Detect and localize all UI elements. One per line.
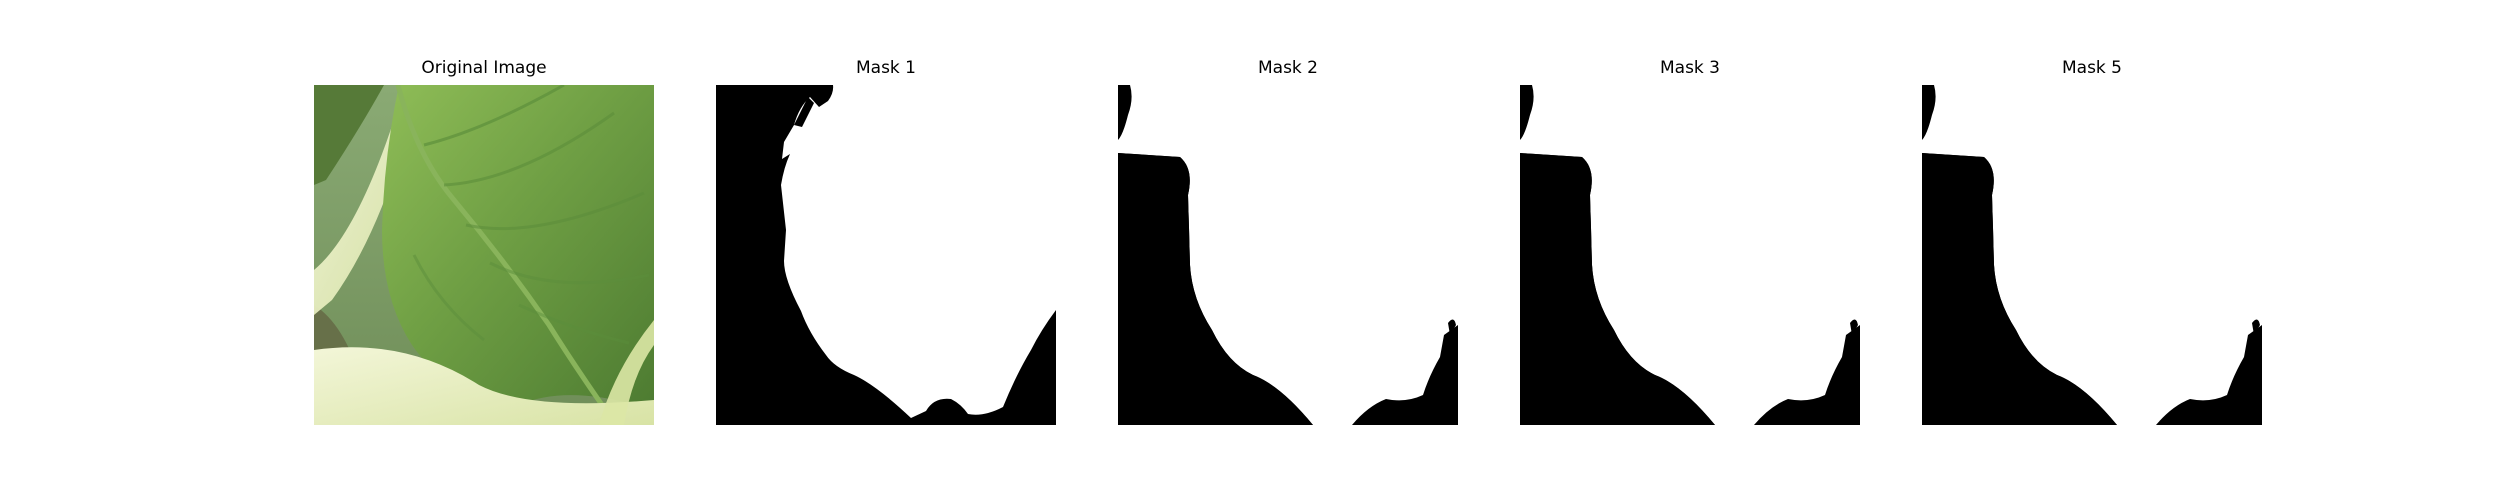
mask-1-image — [716, 85, 1056, 425]
mask-2-right-fragment — [1448, 319, 1456, 335]
mask-2-top-left-notch — [1118, 85, 1132, 140]
mask-2-lower-dark-region — [1118, 153, 1313, 425]
mask-5-top-left-notch — [1922, 85, 1936, 140]
original-image-panel: Original Image — [314, 0, 654, 500]
background-leaf-shape — [314, 85, 384, 185]
mask-3-panel: Mask 3 — [1520, 0, 1860, 500]
leaf-midrib — [395, 85, 612, 418]
mask-5-panel: Mask 5 — [1922, 0, 2262, 500]
mask-2-panel: Mask 2 — [1118, 0, 1458, 500]
mask-5-lower-dark-region — [1922, 153, 2117, 425]
mask-1-leaf-region — [781, 85, 1056, 418]
panel-title-original-image: Original Image — [421, 58, 547, 78]
right-stem — [599, 320, 654, 425]
mask-3-top-left-notch — [1520, 85, 1534, 140]
mask-3-image — [1520, 85, 1860, 425]
panel-title-mask-2: Mask 2 — [1257, 58, 1318, 78]
leaf-vein-6 — [412, 254, 485, 342]
mask-5-image — [1922, 85, 2262, 425]
mask-1-panel: Mask 1 — [716, 0, 1056, 500]
panel-title-mask-3: Mask 3 — [1659, 58, 1720, 78]
leaf-vein-5 — [518, 303, 630, 345]
mask-3-lower-dark-region — [1520, 153, 1715, 425]
leaf-vein-4 — [489, 261, 650, 285]
panel-title-mask-1: Mask 1 — [855, 58, 916, 78]
background-stalk — [314, 120, 409, 315]
mask-1-upper-notch — [794, 97, 814, 127]
mask-3-leaf-region — [1520, 85, 1860, 425]
mask-5-right-fragment — [2252, 319, 2260, 335]
mask-1-bottom-speck — [960, 416, 976, 421]
main-leaf — [382, 85, 654, 410]
leaf-vein-1 — [423, 85, 565, 147]
original-leaf-photo — [314, 85, 654, 425]
leaf-vein-3 — [465, 191, 645, 231]
panel-title-mask-5: Mask 5 — [2061, 58, 2122, 78]
mask-5-leaf-region — [1922, 85, 2262, 425]
mask-3-right-fragment — [1850, 319, 1858, 335]
lower-stem — [314, 347, 654, 425]
mask-2-leaf-region — [1118, 85, 1458, 425]
leaf-vein-2 — [443, 111, 615, 187]
mask-2-image — [1118, 85, 1458, 425]
